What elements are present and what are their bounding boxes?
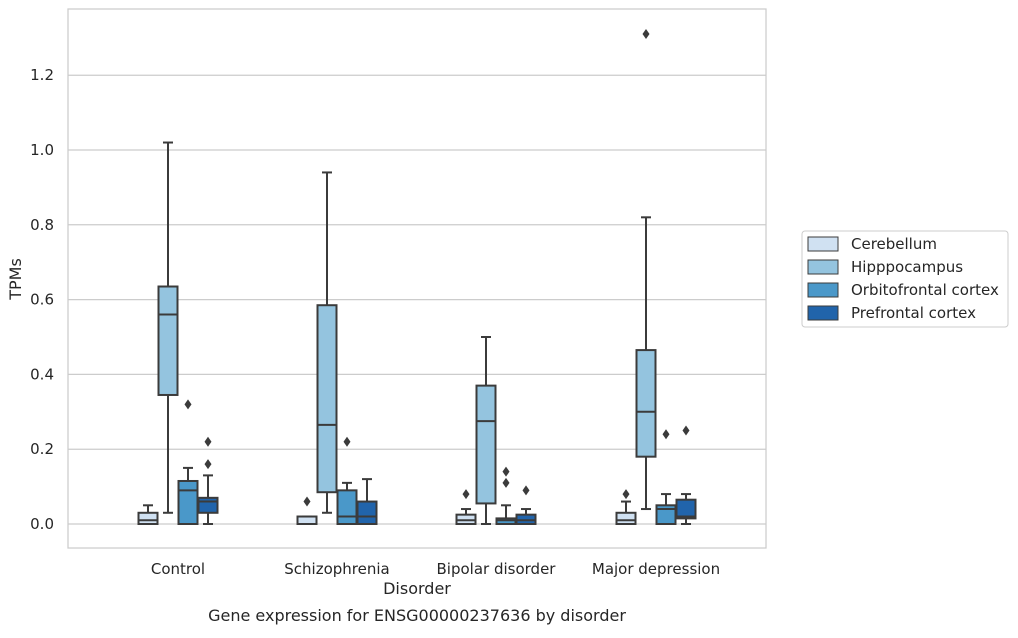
y-tick-label: 0.4 xyxy=(30,365,54,383)
gridlines xyxy=(68,74,766,525)
box-cerebellum xyxy=(455,489,477,526)
outlier-point xyxy=(303,496,311,507)
iqr-box xyxy=(336,489,358,525)
box-hipppocampus xyxy=(316,171,338,514)
iqr-box xyxy=(675,498,697,520)
box-cerebellum xyxy=(615,489,637,526)
legend-swatch xyxy=(807,282,839,298)
box-prefrontal-cortex xyxy=(197,436,219,525)
legend-swatch xyxy=(807,259,839,275)
x-tick-label: Control xyxy=(151,560,205,578)
x-axis-title: Disorder xyxy=(383,579,451,598)
y-tick-label: 0.8 xyxy=(30,216,54,234)
box-prefrontal-cortex xyxy=(356,478,378,525)
iqr-box xyxy=(316,304,338,494)
x-tick-labels: Control Schizophrenia Bipolar disorder Majo… xyxy=(151,560,720,578)
legend-swatch xyxy=(807,236,839,252)
outlier-point xyxy=(522,485,530,496)
outlier-point xyxy=(502,477,510,488)
legend-swatch xyxy=(807,305,839,321)
box-prefrontal-cortex xyxy=(675,425,697,525)
legend-frame xyxy=(801,230,1009,328)
legend-label: Orbitofrontal cortex xyxy=(851,281,999,299)
outlier-point xyxy=(462,489,470,500)
legend-label: Prefrontal cortex xyxy=(851,304,976,322)
plot-area xyxy=(68,9,766,548)
outlier-point xyxy=(642,29,650,40)
box-orbitofrontal-cortex xyxy=(177,399,199,525)
iqr-box xyxy=(475,384,497,505)
box-prefrontal-cortex xyxy=(515,485,537,526)
iqr-box xyxy=(177,479,199,525)
outlier-point xyxy=(682,425,690,436)
iqr-box xyxy=(197,496,219,514)
legend: Cerebellum Hipppocampus Orbitofrontal cort… xyxy=(801,230,1009,328)
y-tick-label: 1.2 xyxy=(30,66,54,84)
outlier-point xyxy=(204,459,212,470)
legend-label: Hipppocampus xyxy=(851,258,963,276)
box-cerebellum xyxy=(296,496,318,526)
y-tick-labels: 0.0 0.2 0.4 0.6 0.8 1.0 1.2 xyxy=(30,66,54,533)
outlier-point xyxy=(184,399,192,410)
box-hipppocampus xyxy=(475,336,497,525)
box-orbitofrontal-cortex xyxy=(336,436,358,525)
y-tick-label: 0.6 xyxy=(30,291,54,309)
x-tick-label: Schizophrenia xyxy=(284,560,389,578)
box-hipppocampus xyxy=(157,141,179,514)
outlier-point xyxy=(502,466,510,477)
iqr-box xyxy=(356,500,378,525)
x-tick-label: Major depression xyxy=(592,560,720,578)
x-tick-label: Bipolar disorder xyxy=(437,560,557,578)
iqr-box xyxy=(615,511,637,526)
iqr-box xyxy=(635,349,657,458)
outlier-point xyxy=(343,436,351,447)
outlier-point xyxy=(662,429,670,440)
boxes xyxy=(137,29,697,526)
iqr-box xyxy=(296,515,318,526)
y-axis-title: TPMs xyxy=(6,258,25,301)
iqr-box xyxy=(137,511,159,526)
plot-frame xyxy=(67,8,767,549)
iqr-box xyxy=(157,285,179,396)
outlier-point xyxy=(622,489,630,500)
legend-label: Cerebellum xyxy=(851,235,937,253)
y-tick-label: 0.2 xyxy=(30,440,54,458)
box-orbitofrontal-cortex xyxy=(495,466,517,526)
y-tick-label: 0.0 xyxy=(30,515,54,533)
box-cerebellum xyxy=(137,504,159,526)
chart-caption: Gene expression for ENSG00000237636 by d… xyxy=(208,606,626,625)
box-hipppocampus xyxy=(635,29,657,511)
y-tick-label: 1.0 xyxy=(30,141,54,159)
outlier-point xyxy=(204,436,212,447)
